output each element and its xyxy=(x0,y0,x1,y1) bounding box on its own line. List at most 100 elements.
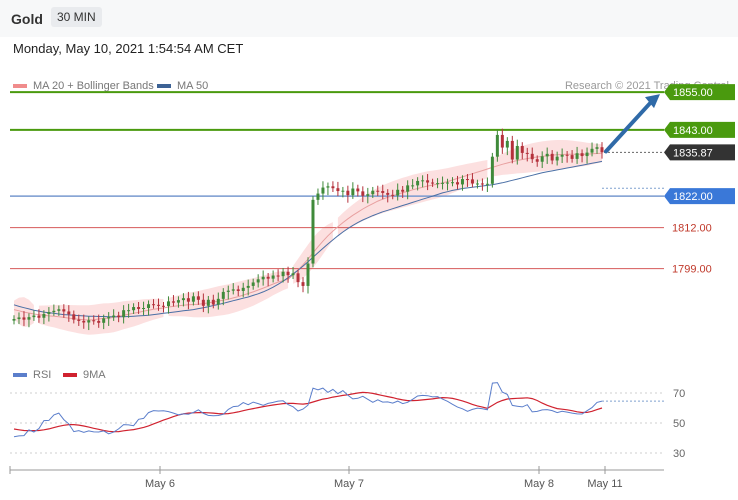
candle-body-37 xyxy=(196,296,200,300)
candle-body-83 xyxy=(426,180,430,183)
candle-body-56 xyxy=(291,273,295,276)
candle-body-108 xyxy=(550,153,554,161)
ma20-label: MA 20 + Bollinger Bands xyxy=(33,80,154,92)
candle-body-16 xyxy=(92,320,96,322)
timeframe-selector[interactable]: 30 MIN xyxy=(51,7,102,27)
candle-body-51 xyxy=(266,276,270,279)
candle-body-88 xyxy=(451,182,455,184)
candle-body-57 xyxy=(296,273,300,283)
candle-body-75 xyxy=(386,192,390,195)
candle-body-112 xyxy=(570,155,574,159)
bollinger-band-4 xyxy=(337,160,488,236)
legend-ma20: MA 20 + Bollinger Bands xyxy=(13,80,154,92)
candle-body-54 xyxy=(281,271,285,277)
candle-body-49 xyxy=(256,279,260,283)
candle-body-77 xyxy=(396,189,400,196)
title-bar: Gold 30 MIN xyxy=(0,0,738,37)
candle-body-4 xyxy=(32,315,36,318)
candle-body-7 xyxy=(47,312,51,314)
candle-body-15 xyxy=(87,320,91,323)
candle-body-85 xyxy=(436,183,440,185)
candle-body-96 xyxy=(490,156,494,184)
candle-body-97 xyxy=(495,134,499,157)
candle-body-3 xyxy=(27,317,31,320)
candle-body-101 xyxy=(515,145,519,160)
level-label-1843.00: 1843.00 xyxy=(673,125,713,137)
legend-rsi: RSI xyxy=(13,369,51,381)
candle-body-11 xyxy=(67,311,71,315)
candle-body-105 xyxy=(535,159,539,162)
candle-body-36 xyxy=(191,296,195,302)
candle-body-26 xyxy=(142,307,146,309)
candle-body-22 xyxy=(122,310,126,318)
candle-body-78 xyxy=(401,189,405,192)
candle-body-10 xyxy=(62,309,66,312)
candle-body-48 xyxy=(251,282,255,286)
time-label-0: May 6 xyxy=(145,478,175,490)
candle-body-98 xyxy=(500,134,504,148)
candle-body-42 xyxy=(221,291,225,299)
candle-body-55 xyxy=(286,271,290,276)
candle-body-117 xyxy=(595,147,599,149)
candle-body-44 xyxy=(231,289,235,291)
candle-body-107 xyxy=(545,153,549,157)
candle-body-5 xyxy=(37,315,41,318)
candle-body-46 xyxy=(241,287,245,291)
candle-body-113 xyxy=(575,153,579,159)
candle-body-104 xyxy=(530,153,534,160)
candle-body-62 xyxy=(321,187,325,194)
candle-body-110 xyxy=(560,154,564,157)
candle-body-52 xyxy=(271,275,275,279)
candle-body-2 xyxy=(22,317,26,320)
candle-body-27 xyxy=(147,304,151,308)
time-label-2: May 8 xyxy=(524,478,554,490)
candle-body-35 xyxy=(186,298,190,302)
timestamp: Monday, May 10, 2021 1:54:54 AM CET xyxy=(13,41,244,56)
candle-body-100 xyxy=(510,140,514,160)
candle-body-39 xyxy=(206,299,210,306)
level-label-1822.00: 1822.00 xyxy=(673,191,713,203)
symbol-title: Gold xyxy=(11,11,43,27)
candle-body-45 xyxy=(236,289,240,291)
level-tag-1835.87 xyxy=(664,144,735,161)
candle-body-61 xyxy=(316,193,320,200)
candle-body-71 xyxy=(366,194,370,196)
rsi-swatch xyxy=(13,373,27,377)
ma9-swatch xyxy=(63,373,77,377)
rsi-tick-30: 30 xyxy=(673,448,685,460)
candle-body-32 xyxy=(171,301,175,303)
projection-arrow-shaft xyxy=(604,99,654,154)
candle-body-1 xyxy=(17,317,21,320)
candle-body-63 xyxy=(326,186,330,188)
candle-body-74 xyxy=(381,191,385,193)
candle-body-79 xyxy=(406,185,410,192)
candle-body-31 xyxy=(166,301,170,307)
projection-arrow xyxy=(604,94,660,154)
candle-body-28 xyxy=(152,304,156,306)
rsi-9ma-line xyxy=(13,391,603,433)
level-label-1812.00: 1812.00 xyxy=(672,223,712,235)
candle-body-41 xyxy=(216,298,220,305)
candle-body-106 xyxy=(540,156,544,162)
candle-body-82 xyxy=(421,180,425,182)
candle-body-70 xyxy=(361,191,365,196)
candle-body-73 xyxy=(376,190,380,192)
candle-body-65 xyxy=(336,188,340,192)
candle-body-67 xyxy=(346,190,350,196)
candle-body-33 xyxy=(176,300,180,303)
candle-body-14 xyxy=(82,320,86,323)
time-label-3: May 11 xyxy=(587,478,622,490)
level-tag-1855.00 xyxy=(664,84,735,101)
candle-body-18 xyxy=(102,318,106,323)
rsi-panel: 30 50 70 xyxy=(10,382,685,460)
price-levels xyxy=(10,91,664,270)
candle-body-38 xyxy=(201,299,205,306)
candles xyxy=(12,128,604,331)
level-label-1855.00: 1855.00 xyxy=(673,87,713,99)
rsi-tick-50: 50 xyxy=(673,418,685,430)
candle-body-94 xyxy=(480,183,484,185)
candle-body-43 xyxy=(226,290,230,292)
candle-body-21 xyxy=(117,315,121,318)
candle-body-13 xyxy=(77,319,81,321)
